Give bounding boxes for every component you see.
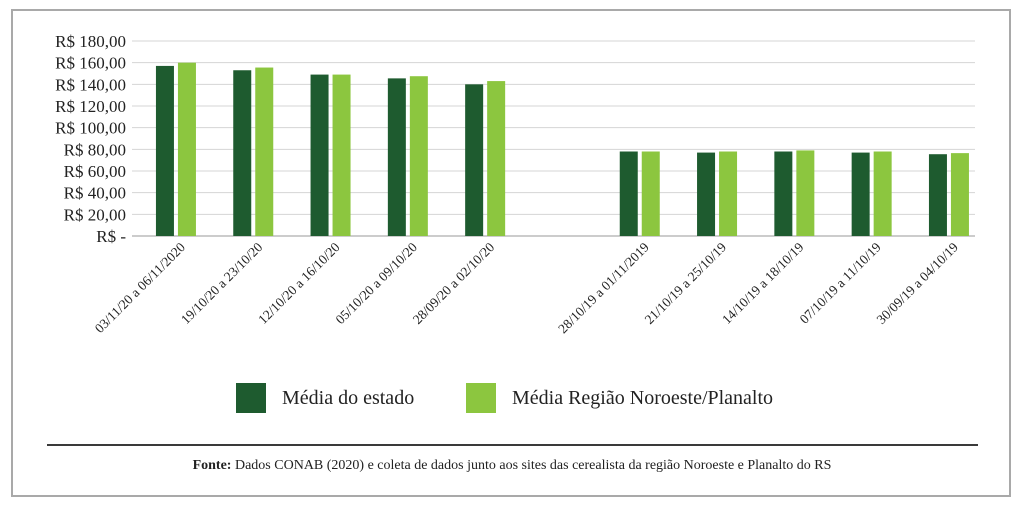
legend-label-region: Média Região Noroeste/Planalto: [512, 386, 774, 409]
bar-state-average: [851, 152, 870, 236]
y-tick-label: R$ 120,00: [55, 97, 126, 116]
legend: Média do estado Média Região Noroeste/Pl…: [0, 381, 1024, 415]
bar-state-average: [387, 78, 406, 236]
y-tick-label: R$ 140,00: [55, 75, 126, 94]
bar-state-average: [774, 151, 793, 236]
source-text: Dados CONAB (2020) e coleta de dados jun…: [231, 458, 832, 473]
y-tick-label: R$ 40,00: [64, 184, 126, 203]
source-note: Fonte: Dados CONAB (2020) e coleta de da…: [0, 458, 1024, 474]
bar-region-average: [950, 153, 969, 236]
source-label: Fonte:: [192, 458, 232, 473]
bar-state-average: [697, 152, 716, 236]
y-tick-label: R$ -: [96, 227, 126, 246]
bar-state-average: [233, 70, 252, 236]
legend-label-state: Média do estado: [282, 386, 415, 409]
legend-item-region: Média Região Noroeste/Planalto: [466, 381, 773, 415]
y-tick-label: R$ 160,00: [55, 54, 126, 73]
bar-region-average: [255, 67, 274, 237]
y-tick-label: R$ 180,00: [55, 32, 126, 51]
bars: [155, 62, 969, 237]
bar-region-average: [719, 151, 738, 236]
bar-region-average: [487, 81, 506, 236]
x-tick-label: 14/10/19 a 18/10/19: [719, 239, 807, 327]
legend-swatch-state: [236, 383, 266, 413]
bar-region-average: [177, 62, 196, 236]
y-tick-label: R$ 20,00: [64, 205, 126, 224]
x-tick-label: 19/10/20 a 23/10/20: [178, 239, 266, 327]
y-tick-label: R$ 80,00: [64, 140, 126, 159]
x-tick-label: 07/10/19 a 11/10/19: [797, 239, 884, 326]
bar-state-average: [465, 84, 484, 236]
bar-state-average: [310, 74, 329, 236]
divider-line: [47, 444, 978, 446]
bar-region-average: [332, 74, 351, 236]
x-tick-label: 03/11/20 a 06/11/2020: [92, 239, 189, 336]
y-tick-label: R$ 60,00: [64, 162, 126, 181]
bar-region-average: [641, 151, 660, 236]
x-tick-label: 30/09/19 a 04/10/19: [874, 239, 962, 327]
y-tick-label: R$ 100,00: [55, 119, 126, 138]
bar-region-average: [873, 151, 892, 236]
bar-state-average: [928, 154, 947, 236]
y-axis-ticks: R$ - R$ 20,00 R$ 40,00 R$ 60,00 R$ 80,00 R$ 1…: [55, 32, 126, 246]
x-tick-label: 12/10/20 a 16/10/20: [255, 239, 343, 327]
bar-region-average: [796, 150, 815, 236]
x-tick-label: 28/09/20 a 02/10/20: [410, 239, 498, 327]
x-tick-label: 05/10/20 a 09/10/20: [332, 239, 420, 327]
figure-frame: [11, 9, 1011, 497]
bar-chart: R$ - R$ 20,00 R$ 40,00 R$ 60,00 R$ 80,00 R$ 1…: [55, 32, 975, 336]
legend-item-state: Média do estado: [236, 381, 414, 415]
legend-swatch-region: [466, 383, 496, 413]
x-tick-label: 28/10/19 a 01/11/2019: [555, 239, 652, 336]
bar-region-average: [409, 76, 428, 236]
x-tick-label: 21/10/19 a 25/10/19: [642, 239, 730, 327]
bar-state-average: [155, 65, 174, 237]
bar-state-average: [619, 151, 638, 236]
